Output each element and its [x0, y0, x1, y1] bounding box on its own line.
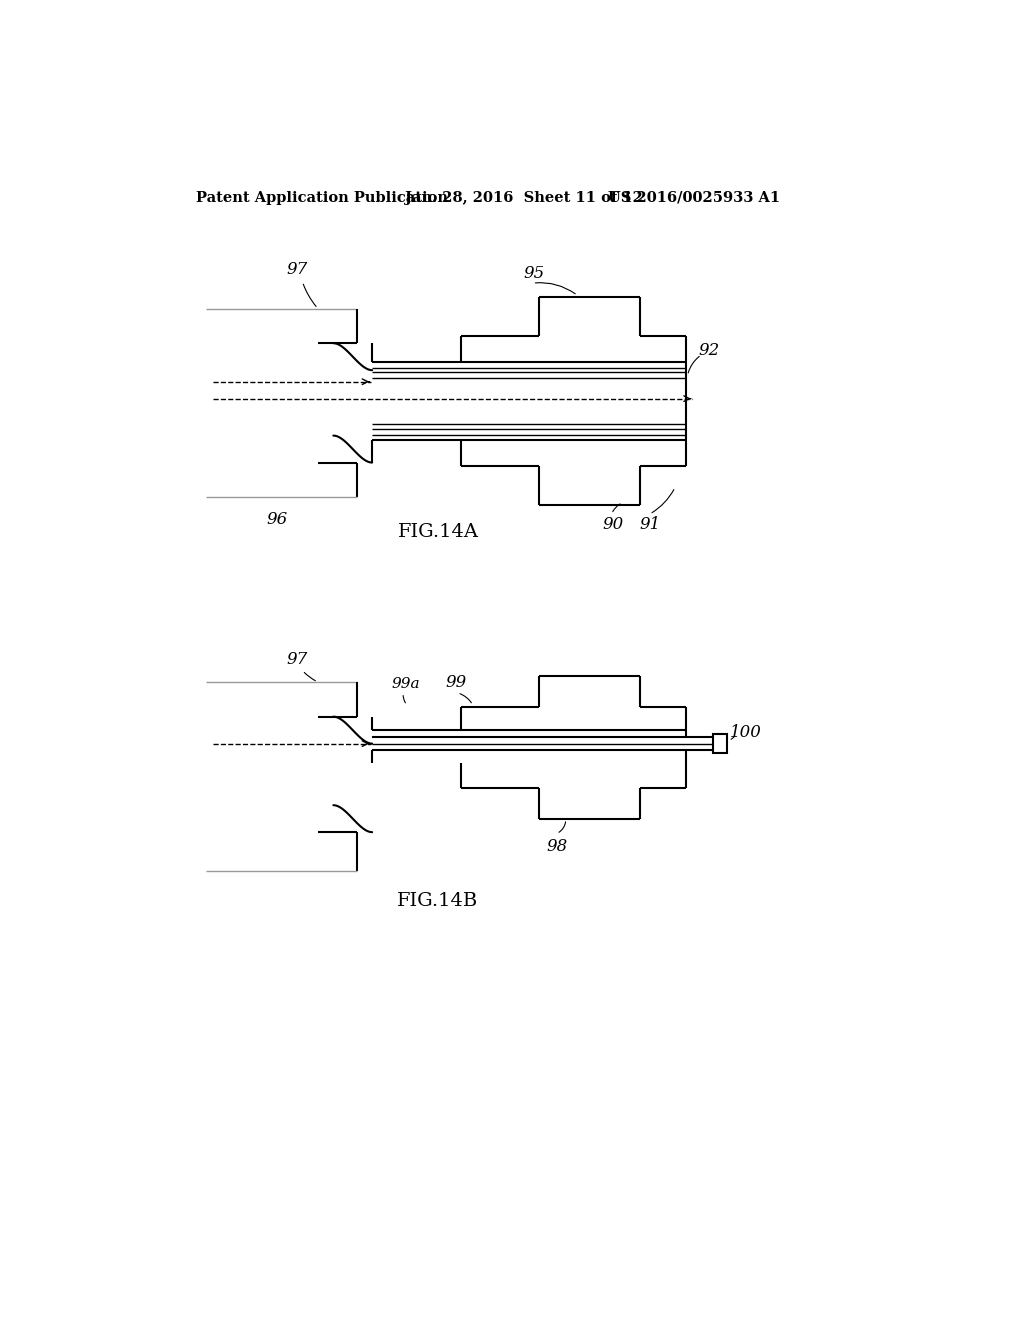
Text: US 2016/0025933 A1: US 2016/0025933 A1	[608, 191, 780, 205]
Text: Patent Application Publication: Patent Application Publication	[197, 191, 449, 205]
Text: 99a: 99a	[391, 677, 420, 692]
Text: 99: 99	[445, 675, 467, 692]
Text: 97: 97	[287, 261, 307, 277]
Text: 97: 97	[287, 651, 307, 668]
Bar	[713, 734, 727, 752]
Text: Jan. 28, 2016  Sheet 11 of 12: Jan. 28, 2016 Sheet 11 of 12	[406, 191, 643, 205]
Text: 96: 96	[266, 511, 288, 528]
Text: 92: 92	[698, 342, 720, 359]
Text: FIG.14B: FIG.14B	[397, 892, 478, 911]
Text: 100: 100	[729, 725, 761, 742]
Text: 90: 90	[602, 516, 624, 533]
Text: 95: 95	[523, 264, 545, 281]
Text: 91: 91	[640, 516, 660, 533]
Text: 98: 98	[547, 838, 567, 854]
Text: FIG.14A: FIG.14A	[397, 523, 478, 541]
